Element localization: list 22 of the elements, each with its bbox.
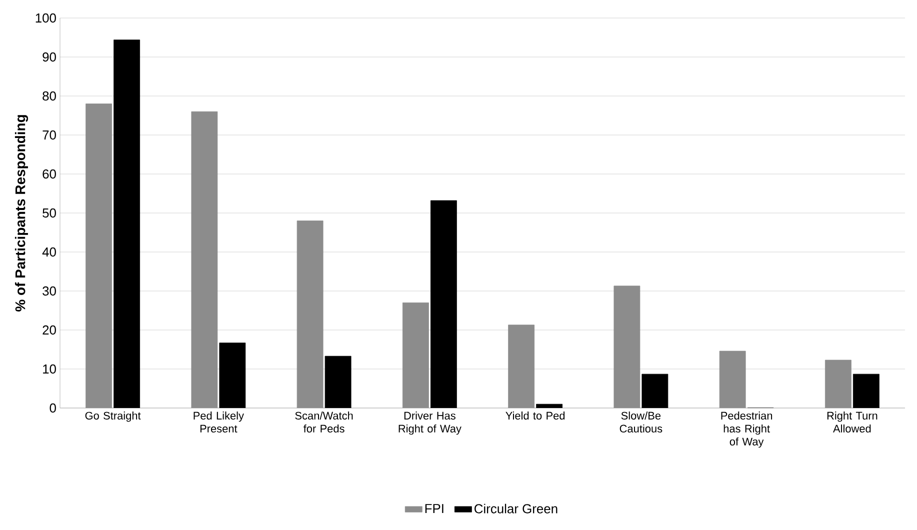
x-tick-label: Pedestrian has Right of Way bbox=[721, 412, 772, 448]
x-tick-label: Scan/Watch for Peds bbox=[295, 412, 353, 433]
x-tick-label: Slow/Be Cautious bbox=[620, 412, 662, 433]
y-tick-label: 100 bbox=[36, 13, 56, 23]
y-tick-label: 20 bbox=[42, 325, 56, 335]
y-tick-label: 40 bbox=[42, 247, 56, 257]
y-axis-title: % of Participants Responding bbox=[14, 115, 28, 312]
y-tick-label: 90 bbox=[42, 52, 56, 62]
x-tick-label: Ped Likely Present bbox=[194, 412, 244, 433]
y-tick-label: 80 bbox=[42, 91, 56, 101]
x-tick-label: Driver Has Right of Way bbox=[398, 412, 462, 435]
y-tick-label: 30 bbox=[42, 286, 56, 296]
legend-label: Circular Green bbox=[474, 504, 558, 514]
x-tick-label: Go Straight bbox=[85, 412, 141, 422]
y-tick-label: 70 bbox=[42, 130, 56, 140]
legend-label: FPI bbox=[425, 504, 444, 513]
y-tick-label: 10 bbox=[43, 364, 56, 374]
y-tick-label: 60 bbox=[42, 169, 56, 179]
y-tick-label: 50 bbox=[42, 208, 56, 218]
x-tick-label: Right Turn Allowed bbox=[827, 412, 878, 433]
y-tick-label: 0 bbox=[50, 403, 56, 413]
x-tick-label: Yield to Ped bbox=[506, 412, 565, 420]
